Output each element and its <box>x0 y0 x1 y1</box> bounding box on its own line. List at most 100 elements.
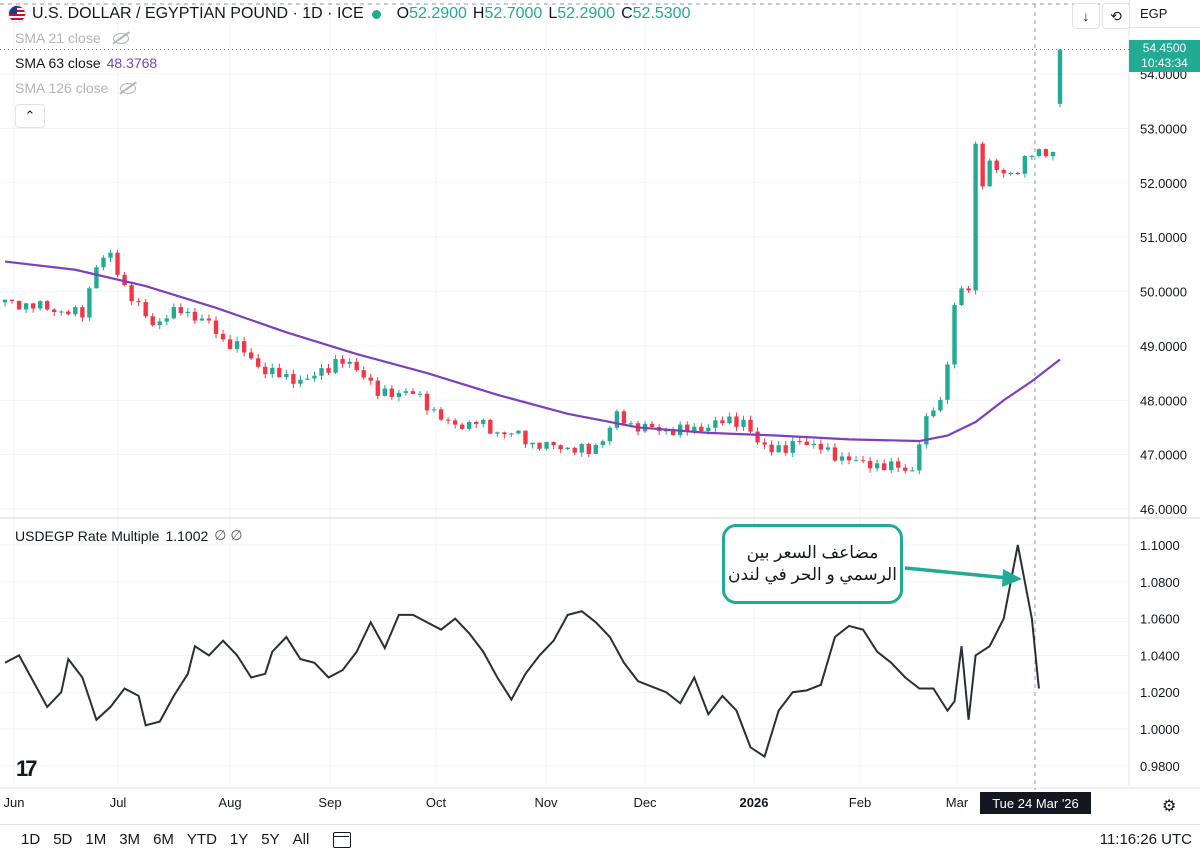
tradingview-logo-icon[interactable]: 17 <box>16 756 38 781</box>
y-tick-label: 50.0000 <box>1140 285 1187 300</box>
y-tick-label: 1.0400 <box>1140 648 1180 663</box>
legend-sma-126[interactable]: SMA 126 close <box>15 80 137 96</box>
bottom-toolbar: 1D 5D 1M 3M 6M YTD 1Y 5Y All 11:16:26 UT… <box>0 824 1200 854</box>
high-key: H <box>472 5 485 22</box>
candle-body <box>298 379 303 384</box>
y-tick-label: 46.0000 <box>1140 502 1187 517</box>
range-ytd-button[interactable]: YTD <box>186 831 217 848</box>
sma-63-line <box>4 260 1061 443</box>
range-5d-button[interactable]: 5D <box>53 831 73 848</box>
refresh-icon: ⟲ <box>1110 7 1122 24</box>
y-tick-label: 1.1000 <box>1140 538 1180 553</box>
candle-body <box>860 460 866 462</box>
candle-body <box>544 441 549 449</box>
candle-body <box>361 370 366 378</box>
candle-body <box>839 456 845 461</box>
callout-arrow-line <box>904 566 1009 580</box>
arrow-down-icon: ↓ <box>1082 8 1090 24</box>
candle-body <box>530 442 535 445</box>
candle-body <box>396 392 402 397</box>
legend-sma-21[interactable]: SMA 21 close <box>15 30 129 46</box>
candle-body <box>846 456 852 461</box>
candle-body <box>973 143 978 291</box>
candle-body <box>727 416 732 424</box>
range-1d-button[interactable]: 1D <box>21 831 41 848</box>
candle-body <box>129 285 134 302</box>
candle-body <box>938 399 943 411</box>
candle-body <box>9 299 15 301</box>
rate-multiple-legend[interactable]: USDEGP Rate Multiple 1.1002 ∅ ∅ <box>15 527 243 544</box>
symbol-title[interactable]: U.S. DOLLAR / EGYPTIAN POUND · 1D · ICE <box>32 5 364 22</box>
candle-body <box>1022 156 1028 174</box>
candle-body <box>748 419 753 432</box>
candles <box>2 49 1063 475</box>
candle-body <box>389 388 395 397</box>
hidden-eye-icon[interactable] <box>120 82 137 94</box>
candle-body <box>185 311 191 314</box>
range-1m-button[interactable]: 1M <box>85 831 107 848</box>
candle-body <box>1015 173 1020 175</box>
go-to-date-calendar-icon[interactable] <box>333 831 352 848</box>
candle-body <box>2 299 8 303</box>
candle-body <box>769 444 774 453</box>
candle-body <box>136 301 141 303</box>
candle-body <box>410 391 416 394</box>
candle-body <box>790 441 795 453</box>
candle-body <box>1029 155 1035 157</box>
candle-body <box>263 366 268 375</box>
range-5y-button[interactable]: 5Y <box>261 831 280 848</box>
candle-body <box>305 378 310 380</box>
x-tick-label: Jun <box>4 795 25 810</box>
candle-body <box>108 252 113 258</box>
legend-sma-63[interactable]: SMA 63 close 48.3768 <box>15 55 157 71</box>
candle-body <box>256 358 261 367</box>
y-tick-label: 1.0200 <box>1140 685 1180 700</box>
hidden-eye-icon[interactable] <box>112 32 129 44</box>
y-tick-label: 53.0000 <box>1140 121 1187 136</box>
candle-body <box>551 441 556 446</box>
candle-body <box>241 341 247 353</box>
candle-body <box>579 444 584 453</box>
scroll-down-button[interactable]: ↓ <box>1072 3 1100 29</box>
candle-body <box>1001 169 1006 174</box>
x-tick-label: Oct <box>426 795 447 810</box>
x-tick-label: Aug <box>218 795 241 810</box>
candle-body <box>431 409 437 411</box>
candle-body <box>37 301 43 309</box>
gear-icon[interactable]: ⚙ <box>1162 798 1177 815</box>
candle-body <box>178 307 184 314</box>
currency-selector[interactable]: EGP <box>1129 0 1200 28</box>
candle-body <box>347 361 352 364</box>
y-tick-label: 1.0600 <box>1140 612 1180 627</box>
candle-body <box>157 321 162 326</box>
candle-body <box>326 368 331 373</box>
x-tick-label: Sep <box>318 795 341 810</box>
candle-body <box>600 441 606 445</box>
candle-body <box>720 420 725 424</box>
candle-body <box>825 447 831 450</box>
candle-body <box>966 288 971 291</box>
range-1y-button[interactable]: 1Y <box>229 831 249 848</box>
candle-body <box>741 419 746 427</box>
legend-sma-63-label: SMA 63 close <box>15 55 101 71</box>
annotation-callout[interactable]: مضاعف السعر بين الرسمي و الحر في لندن <box>722 524 903 604</box>
candle-body <box>889 461 894 471</box>
candle-body <box>143 302 148 317</box>
range-3m-button[interactable]: 3M <box>119 831 141 848</box>
symbol-header[interactable]: U.S. DOLLAR / EGYPTIAN POUND · 1D · ICE … <box>0 0 690 28</box>
collapse-legend-button[interactable]: ⌃ <box>15 104 45 128</box>
range-6m-button[interactable]: 6M <box>153 831 174 848</box>
candle-body <box>45 301 50 310</box>
range-all-button[interactable]: All <box>292 831 310 848</box>
candle-body <box>417 393 423 395</box>
candle-body <box>94 267 99 289</box>
legend-sma-126-label: SMA 126 close <box>15 80 109 96</box>
candle-body <box>994 160 999 170</box>
y-tick-label: 1.0800 <box>1140 575 1180 590</box>
candle-body <box>811 443 817 446</box>
replay-button[interactable]: ⟲ <box>1102 3 1130 29</box>
last-price-tag: 54.4500 10:43:34 <box>1129 40 1200 72</box>
candle-body <box>692 426 697 432</box>
candle-body <box>80 307 85 318</box>
